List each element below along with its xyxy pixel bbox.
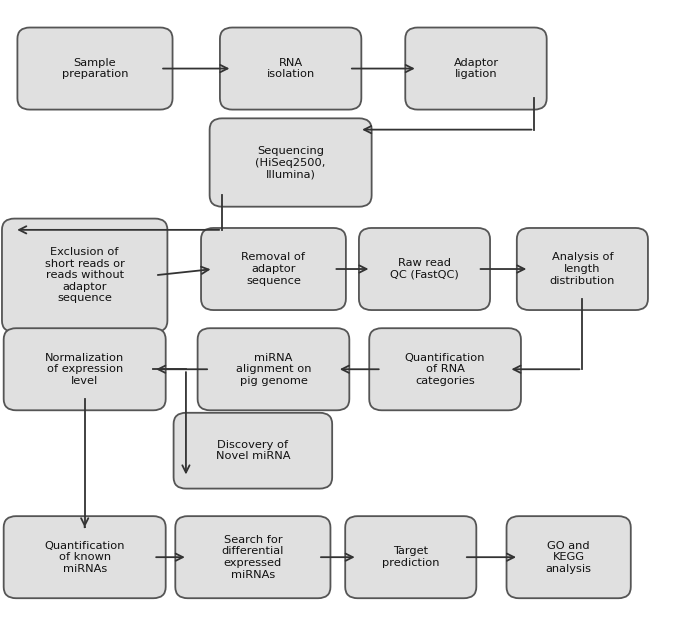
Text: Search for
differential
expressed
miRNAs: Search for differential expressed miRNAs bbox=[222, 535, 284, 580]
Text: Quantification
of known
miRNAs: Quantification of known miRNAs bbox=[44, 540, 125, 574]
FancyBboxPatch shape bbox=[201, 228, 346, 310]
FancyBboxPatch shape bbox=[175, 516, 330, 599]
Text: GO and
KEGG
analysis: GO and KEGG analysis bbox=[546, 540, 591, 574]
Text: Raw read
QC (FastQC): Raw read QC (FastQC) bbox=[390, 258, 459, 280]
FancyBboxPatch shape bbox=[517, 228, 648, 310]
FancyBboxPatch shape bbox=[405, 28, 547, 109]
FancyBboxPatch shape bbox=[3, 516, 165, 599]
Text: Target
prediction: Target prediction bbox=[382, 547, 439, 568]
FancyBboxPatch shape bbox=[345, 516, 476, 599]
FancyBboxPatch shape bbox=[2, 219, 167, 332]
FancyBboxPatch shape bbox=[174, 413, 332, 489]
FancyBboxPatch shape bbox=[210, 118, 372, 207]
Text: RNA
isolation: RNA isolation bbox=[266, 58, 315, 80]
Text: Sample
preparation: Sample preparation bbox=[62, 58, 129, 80]
Text: Removal of
adaptor
sequence: Removal of adaptor sequence bbox=[241, 252, 306, 286]
FancyBboxPatch shape bbox=[359, 228, 490, 310]
Text: Discovery of
Novel miRNA: Discovery of Novel miRNA bbox=[215, 440, 290, 461]
Text: Exclusion of
short reads or
reads without
adaptor
sequence: Exclusion of short reads or reads withou… bbox=[44, 247, 124, 303]
Text: Adaptor
ligation: Adaptor ligation bbox=[453, 58, 498, 80]
FancyBboxPatch shape bbox=[197, 328, 350, 410]
Text: Sequencing
(HiSeq2500,
Illumina): Sequencing (HiSeq2500, Illumina) bbox=[256, 146, 326, 179]
Text: miRNA
alignment on
pig genome: miRNA alignment on pig genome bbox=[236, 353, 311, 386]
FancyBboxPatch shape bbox=[3, 328, 165, 410]
Text: Quantification
of RNA
categories: Quantification of RNA categories bbox=[405, 353, 485, 386]
FancyBboxPatch shape bbox=[220, 28, 361, 109]
FancyBboxPatch shape bbox=[17, 28, 172, 109]
FancyBboxPatch shape bbox=[507, 516, 631, 599]
Text: Normalization
of expression
level: Normalization of expression level bbox=[45, 353, 124, 386]
Text: Analysis of
length
distribution: Analysis of length distribution bbox=[550, 252, 615, 286]
FancyBboxPatch shape bbox=[369, 328, 521, 410]
